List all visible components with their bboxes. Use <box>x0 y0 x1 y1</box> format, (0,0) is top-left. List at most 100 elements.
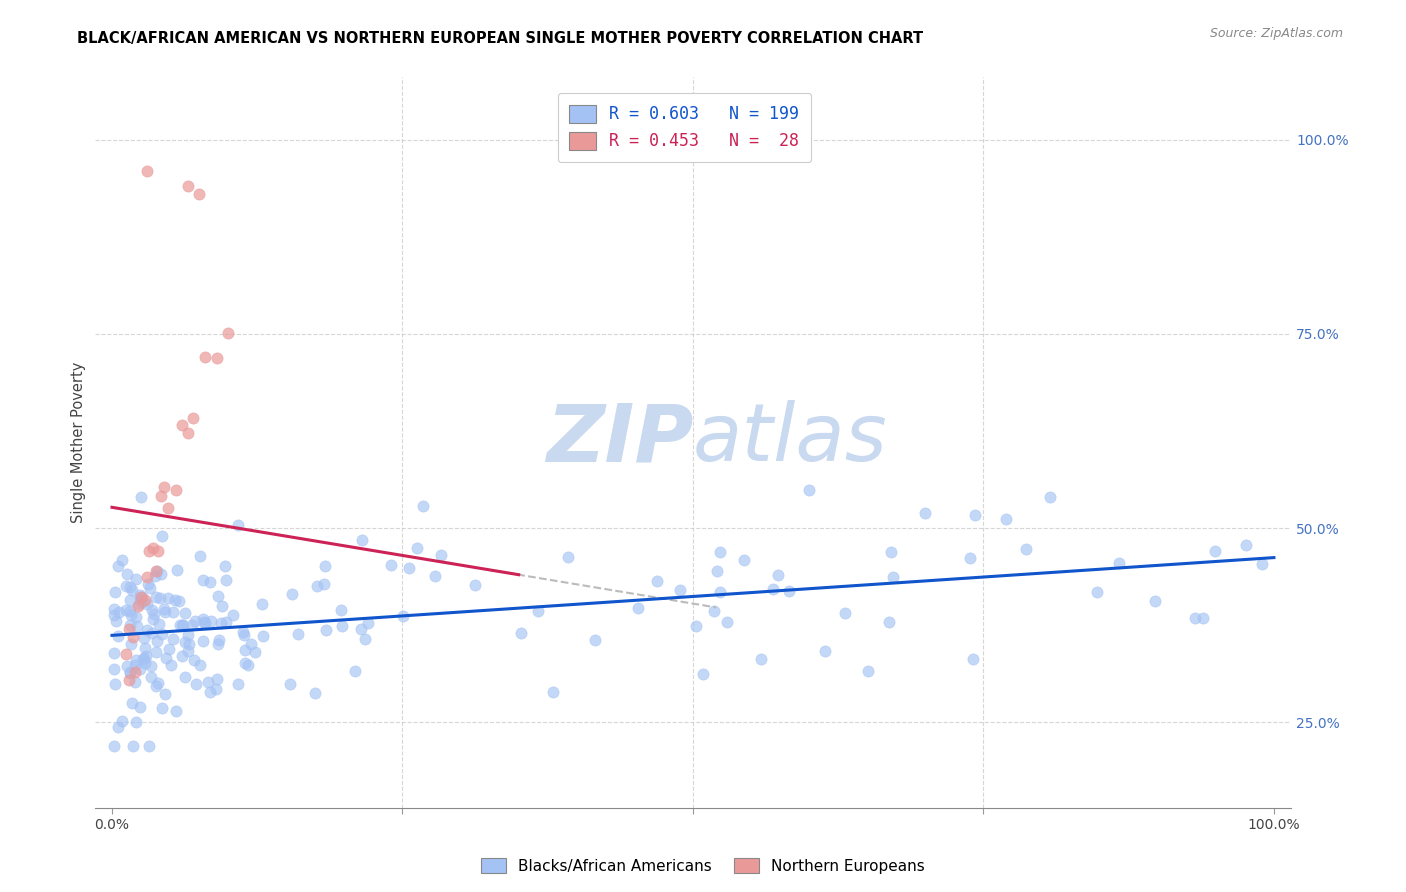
Point <box>145 679 167 693</box>
Point <box>132 651 155 665</box>
Point <box>115 647 138 661</box>
Point <box>136 623 159 637</box>
Point <box>138 739 160 753</box>
Point <box>162 632 184 647</box>
Point <box>1015 541 1038 556</box>
Point <box>243 644 266 658</box>
Point <box>132 652 155 666</box>
Point <box>882 570 904 584</box>
Point <box>541 684 564 698</box>
Point <box>200 614 222 628</box>
Point <box>959 551 981 566</box>
Point <box>153 480 176 494</box>
Text: Source: ZipAtlas.com: Source: ZipAtlas.com <box>1209 27 1343 40</box>
Y-axis label: Single Mother Poverty: Single Mother Poverty <box>72 362 86 524</box>
Point <box>194 615 217 630</box>
Point <box>124 675 146 690</box>
Point <box>149 489 172 503</box>
Point <box>879 615 901 630</box>
Point <box>357 615 380 630</box>
Point <box>1251 558 1274 572</box>
Point <box>103 646 125 660</box>
Point <box>207 672 229 686</box>
Point <box>125 653 148 667</box>
Point <box>121 583 143 598</box>
Point <box>287 626 309 640</box>
Point <box>406 541 429 556</box>
Point <box>118 673 141 688</box>
Point <box>228 517 250 532</box>
Point <box>150 566 173 581</box>
Point <box>280 676 302 690</box>
Point <box>356 871 378 885</box>
Point <box>184 614 207 628</box>
Point <box>172 649 194 664</box>
Point <box>380 558 402 573</box>
Point <box>103 601 125 615</box>
Point <box>222 607 245 622</box>
Point <box>124 657 146 672</box>
Point <box>1204 543 1226 558</box>
Point <box>762 582 785 597</box>
Point <box>172 618 194 632</box>
Point <box>706 564 728 578</box>
Point <box>799 483 821 497</box>
Point <box>183 653 205 667</box>
Point <box>1192 611 1215 625</box>
Point <box>142 541 165 555</box>
Point <box>121 739 143 753</box>
Point <box>107 559 129 574</box>
Point <box>152 627 174 641</box>
Point <box>186 677 208 691</box>
Point <box>215 573 238 587</box>
Point <box>121 697 143 711</box>
Point <box>146 564 169 578</box>
Point <box>209 616 232 631</box>
Point <box>157 642 180 657</box>
Point <box>166 563 188 577</box>
Point <box>205 351 228 365</box>
Point <box>233 656 256 670</box>
Point <box>177 628 200 642</box>
Point <box>709 545 731 559</box>
Text: atlas: atlas <box>693 400 887 478</box>
Point <box>703 604 725 618</box>
Point <box>165 704 187 718</box>
Point <box>191 574 214 588</box>
Point <box>122 630 145 644</box>
Point <box>145 590 167 604</box>
Point <box>191 634 214 648</box>
Point <box>716 615 738 629</box>
Point <box>354 632 377 647</box>
Point <box>197 674 219 689</box>
Text: ZIP: ZIP <box>546 400 693 478</box>
Point <box>138 577 160 591</box>
Point <box>330 619 353 633</box>
Point <box>153 602 176 616</box>
Point <box>134 656 156 670</box>
Point <box>129 490 152 504</box>
Point <box>228 677 250 691</box>
Point <box>104 677 127 691</box>
Point <box>557 550 579 565</box>
Point <box>350 622 373 636</box>
Point <box>193 615 215 630</box>
Point <box>129 590 152 604</box>
Point <box>398 561 420 575</box>
Point <box>1087 584 1109 599</box>
Point <box>207 637 229 651</box>
Point <box>330 603 353 617</box>
Point <box>128 588 150 602</box>
Point <box>146 634 169 648</box>
Point <box>160 657 183 672</box>
Point <box>880 545 903 559</box>
Point <box>233 628 256 642</box>
Point <box>120 665 142 679</box>
Point <box>104 614 127 628</box>
Point <box>141 625 163 640</box>
Point <box>120 637 142 651</box>
Point <box>914 506 936 520</box>
Point <box>120 580 142 594</box>
Point <box>312 577 335 591</box>
Point <box>141 603 163 617</box>
